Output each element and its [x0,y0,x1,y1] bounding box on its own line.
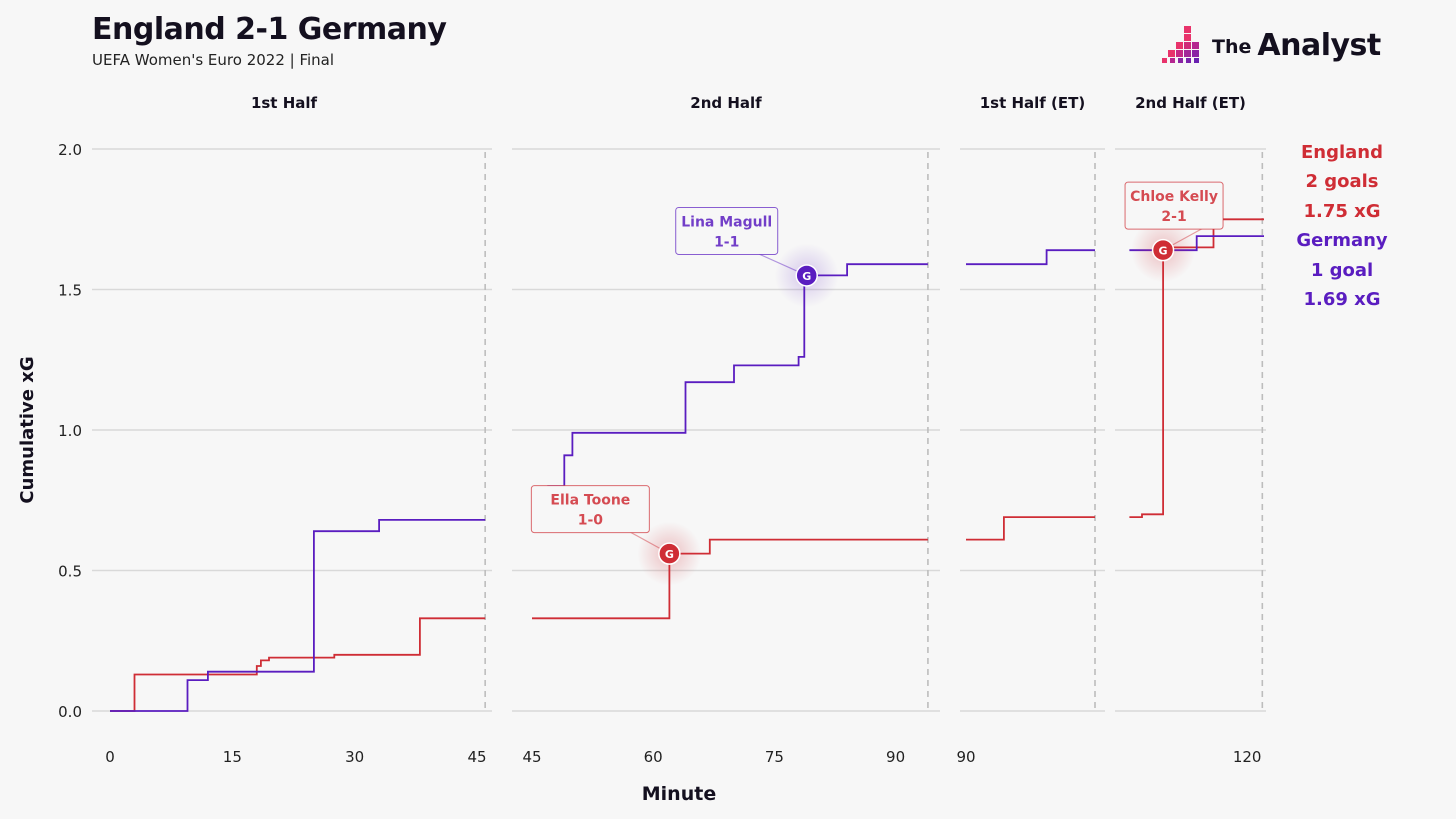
y-tick-label: 1.5 [58,282,82,300]
goal-marker-letter: G [1159,245,1168,258]
goal-score-label: 1-0 [578,513,604,529]
logo-name: Analyst [1257,27,1381,63]
goal-score-label: 2-1 [1161,209,1186,225]
goal-score-label: 1-1 [714,234,739,250]
x-tick-label: 45 [467,748,486,766]
goal-marker-icon [1151,238,1175,262]
series-line-germany [966,249,1095,266]
x-tick-label: 90 [886,748,905,766]
goal-marker-icon [658,542,681,565]
legend-team1-name: England [1300,142,1383,163]
x-tick-label: 60 [644,748,663,766]
series-line-england [532,538,928,620]
goal-marker-letter: G [802,270,811,283]
x-tick-label: 15 [223,748,242,766]
y-tick-label: 2.0 [58,141,82,159]
logo-prefix: The [1212,36,1252,58]
series-line-germany [110,519,486,712]
legend-team2-goals: 1 goal [1310,259,1374,281]
panel-title: 1st Half [251,94,318,112]
x-tick-label: 30 [345,748,364,766]
the-analyst-logo: The Analyst [1162,24,1381,66]
y-axis-label: Cumulative xG [17,356,38,503]
goal-label-box [675,206,779,255]
x-tick-label: 75 [765,748,784,766]
x-tick-label: 45 [522,748,541,766]
panel-title: 2nd Half (ET) [1135,94,1246,112]
chart-subtitle: UEFA Women's Euro 2022 | Final [92,51,335,69]
panel-title: 2nd Half [690,94,762,112]
goal-label-box [530,485,650,534]
y-tick-label: 0.0 [58,703,82,721]
legend-team2-name: Germany [1296,230,1388,252]
x-tick-label: 90 [956,748,975,766]
x-tick-label: 120 [1233,748,1262,766]
legend-team1-xg: 1.75 xG [1303,200,1381,222]
series-line-england [110,617,486,712]
goal-marker-letter: G [665,548,674,561]
legend: England 2 goals 1.75 xG Germany 1 goal 1… [1280,138,1404,314]
chart-title: England 2-1 Germany [92,12,447,47]
x-tick-label: 0 [105,748,115,766]
x-axis-label: Minute [642,783,716,805]
series-line-england [966,516,1095,541]
goal-scorer-label: Lina Magull [681,214,772,230]
legend-team2-xg: 1.69 xG [1303,289,1381,311]
legend-team1-goals: 2 goals [1305,171,1379,193]
goal-scorer-label: Chloe Kelly [1130,189,1218,205]
goal-marker-icon [795,264,818,287]
analyst-logo-icon [1162,26,1199,63]
goal-scorer-label: Ella Toone [550,493,630,509]
panel-title: 1st Half (ET) [980,94,1086,112]
y-tick-label: 0.5 [58,563,82,581]
series-line-germany [532,263,928,521]
goal-label-box [1124,181,1224,230]
y-tick-label: 1.0 [58,422,82,440]
